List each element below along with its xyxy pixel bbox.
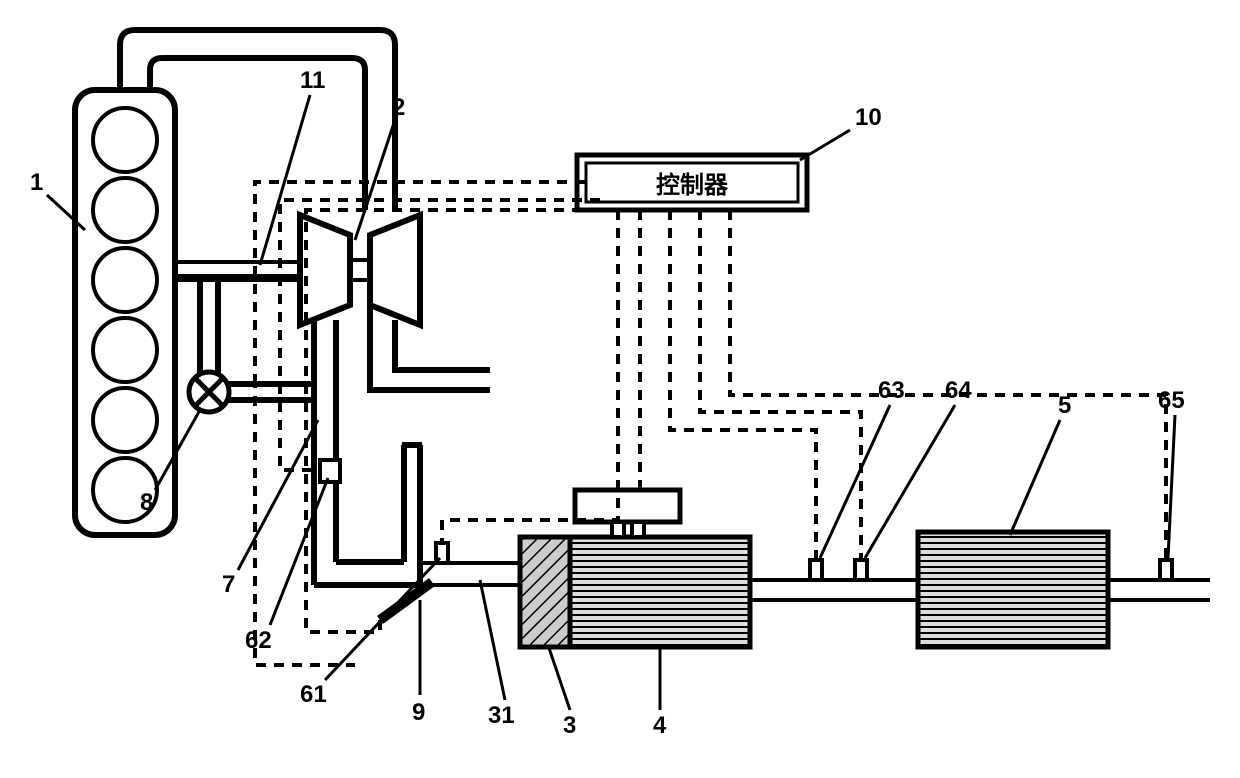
label-31: 31 xyxy=(488,702,515,729)
label-9: 9 xyxy=(412,699,425,726)
engine-exhaust-diagram: 控制器 xyxy=(0,0,1240,778)
label-62: 62 xyxy=(245,627,272,654)
controller-box: 控制器 xyxy=(577,155,807,210)
label-63: 63 xyxy=(878,377,905,404)
sensor-65 xyxy=(1160,560,1172,580)
catalyst-front xyxy=(520,537,570,647)
sensor-63 xyxy=(810,560,822,580)
turbocharger xyxy=(300,215,420,325)
controller-label: 控制器 xyxy=(656,171,729,199)
label-4: 4 xyxy=(653,712,667,739)
valve-8 xyxy=(189,372,229,412)
label-65: 65 xyxy=(1158,387,1185,414)
label-10: 10 xyxy=(855,104,882,131)
label-7: 7 xyxy=(222,571,235,598)
sensor-64 xyxy=(855,560,867,580)
label-2: 2 xyxy=(392,94,405,121)
tail-pipe xyxy=(1108,580,1210,600)
dosing-unit xyxy=(575,490,680,537)
mid-pipe xyxy=(750,580,918,600)
label-8: 8 xyxy=(140,489,153,516)
engine-block xyxy=(75,90,175,535)
catalyst-main xyxy=(570,537,750,647)
label-3: 3 xyxy=(563,712,576,739)
label-5: 5 xyxy=(1058,392,1071,419)
label-64: 64 xyxy=(945,377,972,404)
label-1: 1 xyxy=(30,169,43,196)
label-61: 61 xyxy=(300,681,327,708)
label-11: 11 xyxy=(300,67,325,94)
filter-block xyxy=(918,532,1108,647)
exhaust-pipe-main xyxy=(320,445,520,620)
